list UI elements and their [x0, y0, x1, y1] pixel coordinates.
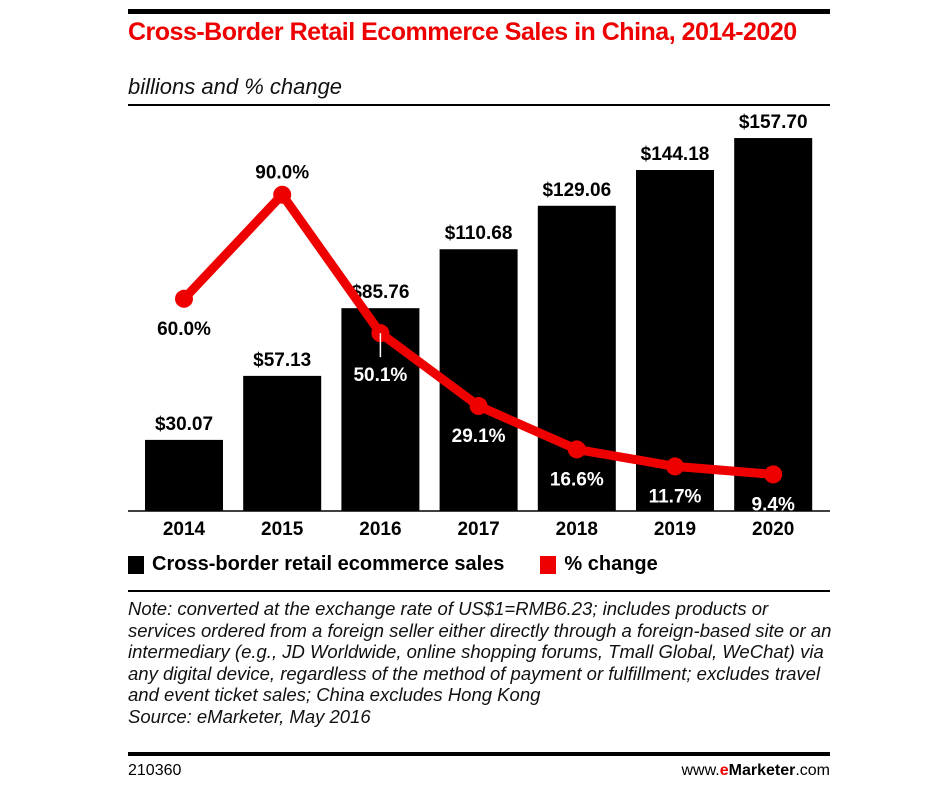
x-tick-2015: 2015 [261, 519, 304, 540]
site-brand-rest: Marketer [728, 762, 796, 779]
bar-label-2018: $129.06 [542, 180, 611, 201]
point-2015 [273, 185, 292, 204]
site-suffix: .com [795, 762, 830, 779]
source-text: Source: eMarketer, May 2016 [128, 705, 371, 727]
bar-2017 [439, 249, 518, 511]
bar-label-2015: $57.13 [253, 350, 311, 371]
legend-label-sales: Cross-border retail ecommerce sales [152, 553, 505, 575]
bottom-rule [128, 752, 830, 756]
chart-id: 210360 [128, 762, 182, 779]
point-2017 [469, 397, 488, 416]
point-label-2018: 16.6% [550, 469, 604, 490]
legend-label-change: % change [564, 553, 658, 575]
bar-2018 [537, 205, 616, 511]
bar-2019 [636, 170, 714, 512]
site-brand-e: e [719, 762, 729, 779]
site-prefix: www. [681, 762, 720, 779]
point-label-2014: 60.0% [157, 319, 211, 340]
bar-label-2017: $110.68 [445, 223, 513, 244]
legend-swatch-sales [128, 555, 144, 574]
point-2014 [175, 289, 193, 308]
bar-2014 [145, 439, 223, 511]
bar-label-2019: $144.18 [641, 144, 710, 165]
bar-label-2014: $30.07 [155, 414, 213, 435]
x-tick-2020: 2020 [752, 519, 794, 540]
x-tick-2016: 2016 [359, 519, 401, 540]
note-block: Note: converted at the exchange rate of … [128, 598, 838, 727]
point-2019 [666, 457, 684, 476]
top-rule [128, 9, 830, 14]
legend: Cross-border retail ecommerce sales % ch… [128, 553, 658, 576]
point-label-2015: 90.0% [255, 163, 309, 184]
x-tick-2018: 2018 [556, 519, 598, 540]
legend-swatch-change [540, 555, 557, 574]
point-label-2020: 9.4% [752, 494, 795, 515]
note-text: Note: converted at the exchange rate of … [128, 598, 832, 705]
chart-plot: $30.07 2014 $57.13 2015 $85.76 2016 $110.68 201… [128, 112, 830, 540]
x-tick-2017: 2017 [457, 519, 499, 540]
point-label-2019: 11.7% [649, 486, 702, 507]
bar-label-2016: $85.76 [351, 282, 409, 303]
point-label-2016: 50.1% [353, 365, 407, 386]
legend-rule [128, 590, 830, 592]
chart-subtitle: billions and % change [128, 74, 343, 99]
chart-title: Cross-Border Retail Ecommerce Sales in C… [128, 18, 797, 46]
site-logo: www.eMarketer.com [681, 762, 830, 780]
x-tick-2019: 2019 [654, 519, 696, 540]
bar-2015 [243, 375, 322, 511]
point-2018 [567, 440, 586, 459]
x-tick-2014: 2014 [163, 519, 206, 540]
point-label-2017: 29.1% [452, 426, 506, 447]
bar-label-2020: $157.70 [739, 112, 808, 133]
title-rule [128, 104, 830, 106]
bar-2020 [734, 138, 813, 512]
point-2020 [764, 465, 783, 484]
